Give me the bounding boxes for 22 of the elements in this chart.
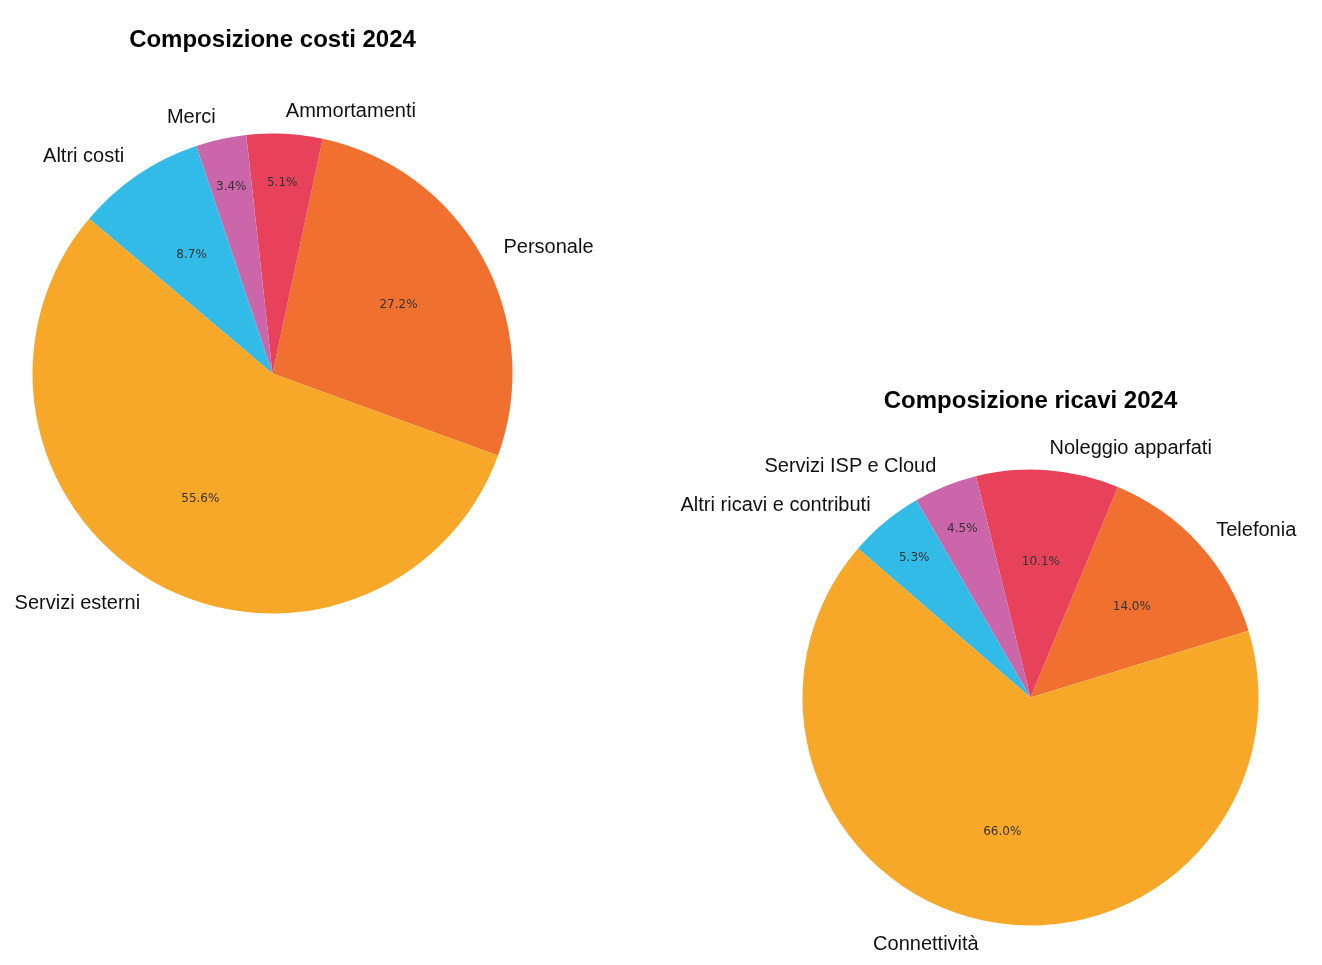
data-label: 14.0% bbox=[1112, 598, 1151, 613]
slice-label: Merci bbox=[166, 104, 216, 127]
data-label: 5.1% bbox=[266, 174, 298, 189]
chart-title: Composizione ricavi 2024 bbox=[883, 386, 1178, 413]
data-label: 4.5% bbox=[947, 521, 978, 536]
data-label: 3.4% bbox=[216, 178, 247, 193]
data-label: 55.6% bbox=[181, 491, 220, 506]
slice-label: Altri costi bbox=[43, 144, 125, 167]
data-label: 10.1% bbox=[1021, 554, 1060, 569]
data-label: 27.2% bbox=[379, 296, 418, 311]
slice-label: Connettività bbox=[873, 931, 980, 954]
data-label: 8.7% bbox=[176, 247, 207, 262]
slice-label: Personale bbox=[503, 234, 594, 257]
slice-label: Servizi esterni bbox=[14, 590, 141, 613]
slice-label: Noleggio apparfati bbox=[1049, 436, 1212, 459]
data-label: 5.3% bbox=[898, 549, 930, 564]
slice-label: Ammortamenti bbox=[285, 98, 416, 121]
data-label: 66.0% bbox=[983, 824, 1022, 839]
chart-title: Composizione costi 2024 bbox=[129, 25, 417, 52]
slice-label: Servizi ISP e Cloud bbox=[764, 453, 937, 476]
slice-label: Altri ricavi e contributi bbox=[680, 493, 871, 516]
slice-label: Telefonia bbox=[1216, 517, 1298, 540]
